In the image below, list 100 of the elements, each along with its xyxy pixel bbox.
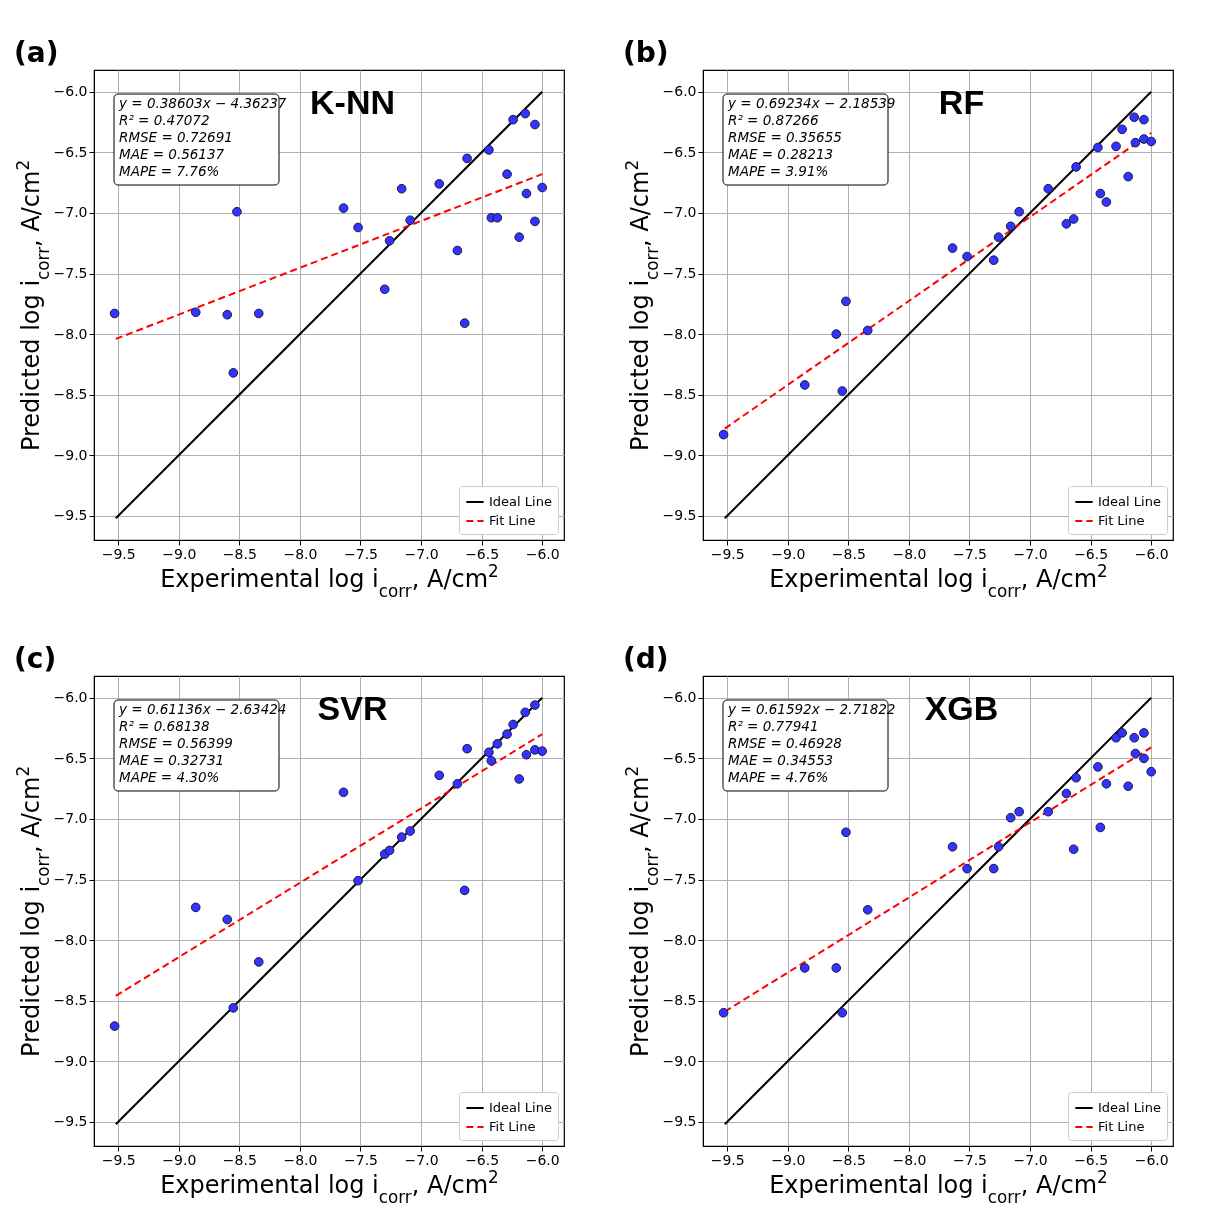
- point: [718, 1007, 729, 1018]
- point: [1101, 197, 1112, 207]
- point: [718, 429, 729, 440]
- y-tick-label: −7.5: [53, 871, 88, 888]
- point: [1093, 762, 1103, 772]
- x-tick-label: −8.0: [283, 545, 318, 562]
- x-tick-label: −8.5: [831, 1151, 866, 1168]
- text: (c): [14, 642, 57, 675]
- point: [379, 284, 390, 295]
- x-tick-label: −8.0: [283, 1151, 318, 1168]
- point: [1043, 806, 1054, 817]
- point: [837, 1007, 848, 1018]
- point: [1139, 728, 1149, 738]
- point: [1146, 766, 1157, 777]
- point: [537, 746, 548, 756]
- point: [1123, 781, 1134, 792]
- x-axis-title: Experimental log i$_{corr}$, A/cm$^{2}$: [160, 1166, 499, 1207]
- y-tick-label: −8.5: [53, 386, 88, 403]
- y-tick-label: −7.5: [662, 265, 697, 282]
- point: [1101, 778, 1112, 789]
- point: [1130, 137, 1141, 148]
- point: [338, 203, 349, 213]
- point: [508, 114, 518, 125]
- y-tick-label: −6.0: [662, 83, 697, 100]
- text: (a): [14, 36, 59, 69]
- annotation: MAPE = 3.91%: [728, 163, 829, 179]
- point: [831, 963, 842, 973]
- annotation: RMSE = 0.56399: [119, 735, 233, 751]
- x-tick-label: −7.0: [404, 1151, 439, 1168]
- point: [253, 308, 264, 319]
- x-axis-title: Experimental log i$_{corr}$, A/cm$^{2}$: [160, 560, 499, 601]
- annotation: y = 0.61136x − 2.63424: [118, 701, 287, 717]
- point: [462, 743, 472, 754]
- point: [1071, 772, 1081, 783]
- legend-label: Fit Line: [1098, 1119, 1145, 1134]
- y-tick-label: −9.5: [662, 507, 697, 524]
- annotation: R² = 0.68138: [119, 718, 210, 734]
- point: [1068, 214, 1079, 224]
- x-tick-label: −8.0: [892, 545, 927, 562]
- point: [520, 707, 531, 718]
- point: [947, 841, 958, 852]
- point: [799, 380, 810, 390]
- annotation: y = 0.61592x − 2.71822: [727, 701, 896, 717]
- point: [1068, 844, 1079, 855]
- point: [1061, 219, 1072, 229]
- y-tick-label: −6.0: [53, 689, 88, 706]
- y-tick-label: −7.0: [662, 204, 697, 221]
- point: [1129, 732, 1140, 743]
- point: [190, 307, 201, 318]
- x-tick-label: −6.5: [465, 545, 500, 562]
- point: [947, 243, 958, 253]
- y-tick-label: −7.0: [53, 204, 88, 221]
- x-tick-label: −9.5: [101, 1151, 136, 1168]
- y-tick-label: −9.0: [662, 1052, 697, 1069]
- legend-label: Ideal Line: [489, 1100, 552, 1115]
- annotation: RMSE = 0.72691: [119, 129, 233, 145]
- x-tick-label: −7.0: [404, 545, 439, 562]
- point: [452, 778, 463, 789]
- point: [799, 963, 810, 973]
- point: [862, 904, 873, 915]
- point: [492, 212, 503, 223]
- legend-label: Fit Line: [1098, 513, 1145, 528]
- point: [396, 832, 407, 842]
- x-tick-label: −8.5: [222, 545, 257, 562]
- y-tick-label: −8.0: [662, 325, 697, 342]
- point: [1111, 732, 1121, 743]
- x-tick-label: −9.5: [710, 1151, 745, 1168]
- x-axis-title: Experimental log i$_{corr}$, A/cm$^{2}$: [769, 560, 1108, 601]
- annotation: RMSE = 0.35655: [728, 129, 842, 145]
- x-tick-label: −9.5: [710, 545, 745, 562]
- point: [1111, 141, 1121, 152]
- point: [405, 215, 415, 226]
- annotation: RMSE = 0.46928: [728, 735, 842, 751]
- point: [484, 145, 494, 155]
- x-tick-label: −8.5: [222, 1151, 257, 1168]
- chart-title: XGB: [924, 689, 999, 727]
- point: [502, 169, 512, 179]
- y-tick-label: −8.0: [662, 931, 697, 948]
- x-tick-label: −9.0: [771, 1151, 806, 1168]
- annotation: R² = 0.47072: [119, 112, 210, 128]
- point: [222, 309, 233, 320]
- y-tick-label: −8.0: [53, 325, 88, 342]
- x-tick-label: −6.5: [465, 1151, 500, 1168]
- point: [222, 914, 233, 925]
- point: [1071, 162, 1081, 172]
- legend-label: Fit Line: [489, 513, 536, 528]
- point: [228, 368, 239, 378]
- point: [1005, 812, 1016, 823]
- point: [831, 329, 842, 339]
- point: [338, 787, 349, 798]
- point: [462, 153, 472, 164]
- y-tick-label: −7.0: [53, 810, 88, 827]
- point: [837, 386, 848, 396]
- y-tick-label: −8.5: [662, 992, 697, 1009]
- point: [384, 235, 395, 246]
- annotation: MAE = 0.56137: [119, 146, 225, 162]
- x-tick-label: −7.5: [952, 545, 987, 562]
- point: [514, 232, 525, 242]
- x-axis-title: Experimental log i$_{corr}$, A/cm$^{2}$: [769, 1166, 1108, 1207]
- legend-label: Fit Line: [489, 1119, 536, 1134]
